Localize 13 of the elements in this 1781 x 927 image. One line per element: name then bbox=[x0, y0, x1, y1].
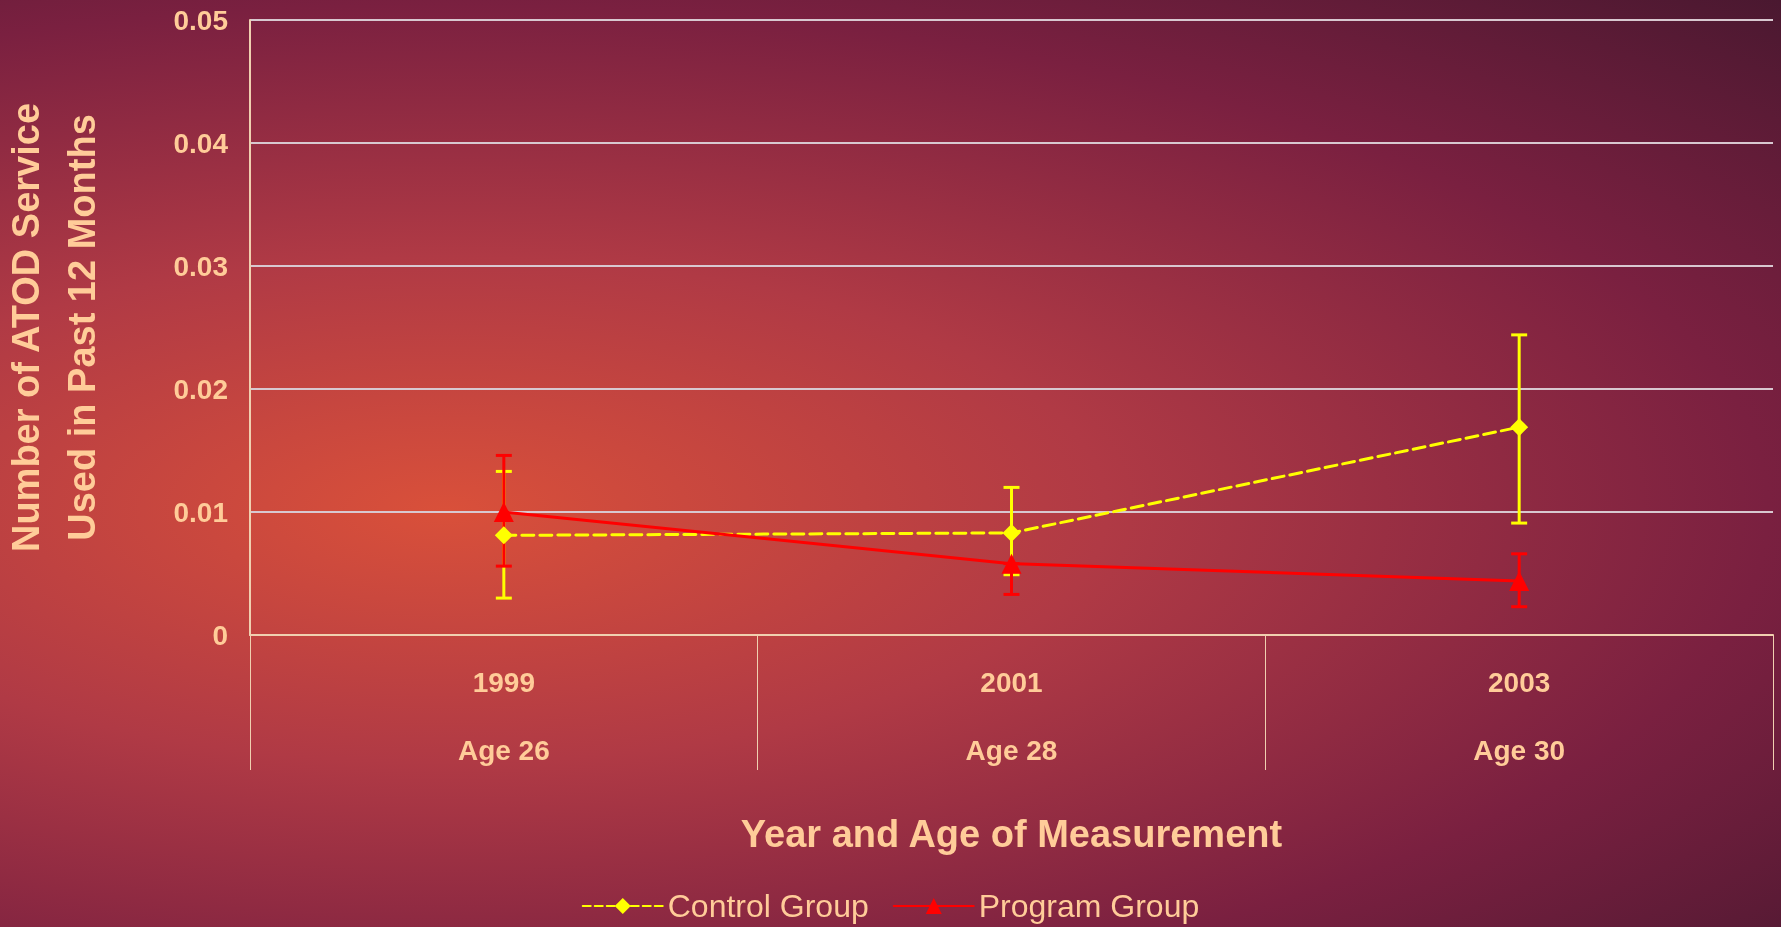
y-tick-label: 0.05 bbox=[173, 4, 228, 36]
y-tick-label: 0 bbox=[212, 619, 228, 651]
y-axis-title: Number of ATOD Service Used in Past 12 Months bbox=[5, 102, 103, 553]
x-axis-title: Year and Age of Measurement bbox=[740, 813, 1283, 855]
legend-label: Program Group bbox=[978, 888, 1200, 924]
y-tick-label: 0.01 bbox=[173, 496, 228, 528]
legend-label: Control Group bbox=[667, 888, 869, 924]
category-label: 1999 Age 26 bbox=[457, 666, 550, 766]
category-label: 2003 Age 30 bbox=[1473, 666, 1566, 766]
y-tick-label: 0.02 bbox=[173, 373, 228, 405]
category-label: 2001 Age 28 bbox=[965, 666, 1058, 766]
y-tick-label: 0.04 bbox=[173, 127, 229, 159]
y-tick-label: 0.03 bbox=[173, 250, 228, 282]
